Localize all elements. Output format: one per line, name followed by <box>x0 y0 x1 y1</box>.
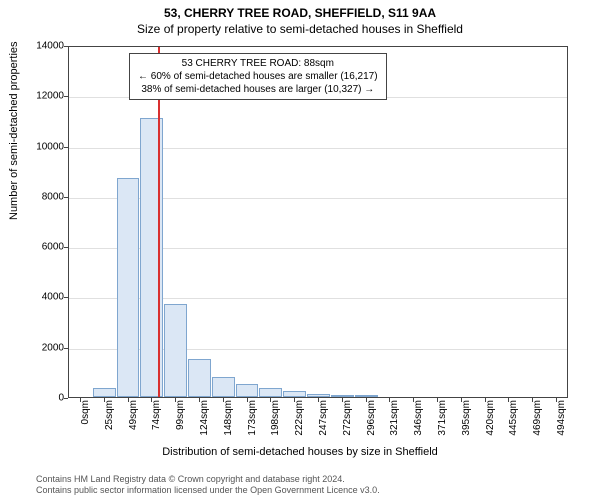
histogram-bar <box>93 388 116 397</box>
x-tick-label: 371sqm <box>437 400 448 450</box>
histogram-bar <box>259 388 282 397</box>
x-tick-mark <box>223 398 224 402</box>
y-tick-label: 14000 <box>24 41 64 52</box>
x-tick-label: 272sqm <box>342 400 353 450</box>
x-tick-mark <box>270 398 271 402</box>
x-tick-mark <box>556 398 557 402</box>
x-tick-label: 25sqm <box>104 400 115 450</box>
x-tick-label: 420sqm <box>485 400 496 450</box>
x-tick-mark <box>366 398 367 402</box>
info-line-1: 53 CHERRY TREE ROAD: 88sqm <box>138 57 378 70</box>
histogram-bar <box>331 395 354 398</box>
x-tick-mark <box>461 398 462 402</box>
x-tick-mark <box>508 398 509 402</box>
y-tick-label: 0 <box>24 393 64 404</box>
histogram-bar <box>188 359 211 397</box>
y-tick-label: 12000 <box>24 91 64 102</box>
x-tick-label: 99sqm <box>175 400 186 450</box>
x-tick-label: 445sqm <box>508 400 519 450</box>
x-tick-mark <box>175 398 176 402</box>
x-tick-mark <box>389 398 390 402</box>
x-tick-label: 0sqm <box>80 400 91 450</box>
x-tick-mark <box>80 398 81 402</box>
x-tick-label: 321sqm <box>389 400 400 450</box>
x-tick-label: 346sqm <box>413 400 424 450</box>
y-tick-mark <box>64 398 68 399</box>
x-tick-mark <box>437 398 438 402</box>
histogram-bar <box>283 391 306 397</box>
x-tick-mark <box>294 398 295 402</box>
footer-attribution: Contains HM Land Registry data © Crown c… <box>36 474 380 497</box>
x-tick-mark <box>247 398 248 402</box>
x-tick-label: 395sqm <box>461 400 472 450</box>
x-tick-label: 173sqm <box>247 400 258 450</box>
x-tick-label: 49sqm <box>128 400 139 450</box>
x-tick-mark <box>199 398 200 402</box>
x-tick-label: 222sqm <box>294 400 305 450</box>
y-axis-label: Number of semi-detached properties <box>8 41 20 220</box>
footer-line-2: Contains public sector information licen… <box>36 485 380 496</box>
property-info-box: 53 CHERRY TREE ROAD: 88sqm ← 60% of semi… <box>129 53 387 100</box>
x-tick-mark <box>485 398 486 402</box>
x-tick-label: 296sqm <box>366 400 377 450</box>
x-tick-label: 74sqm <box>151 400 162 450</box>
histogram-chart: 53 CHERRY TREE ROAD: 88sqm ← 60% of semi… <box>68 46 568 398</box>
info-line-3: 38% of semi-detached houses are larger (… <box>138 83 378 96</box>
x-tick-label: 148sqm <box>223 400 234 450</box>
histogram-bar <box>164 304 187 397</box>
y-tick-label: 8000 <box>24 191 64 202</box>
y-tick-label: 2000 <box>24 342 64 353</box>
histogram-bar <box>117 178 140 397</box>
x-tick-label: 124sqm <box>199 400 210 450</box>
histogram-bar <box>236 384 259 397</box>
y-tick-label: 4000 <box>24 292 64 303</box>
x-tick-mark <box>128 398 129 402</box>
x-tick-mark <box>532 398 533 402</box>
x-axis-label: Distribution of semi-detached houses by … <box>0 446 600 458</box>
footer-line-1: Contains HM Land Registry data © Crown c… <box>36 474 380 485</box>
histogram-bar <box>355 395 378 397</box>
histogram-bar <box>212 377 235 397</box>
x-tick-label: 247sqm <box>318 400 329 450</box>
y-tick-label: 6000 <box>24 242 64 253</box>
y-tick-label: 10000 <box>24 141 64 152</box>
info-line-2: ← 60% of semi-detached houses are smalle… <box>138 70 378 83</box>
x-tick-mark <box>104 398 105 402</box>
x-tick-mark <box>342 398 343 402</box>
page-subtitle: Size of property relative to semi-detach… <box>0 22 600 36</box>
x-tick-label: 198sqm <box>270 400 281 450</box>
x-tick-mark <box>318 398 319 402</box>
x-tick-mark <box>151 398 152 402</box>
histogram-bar <box>307 394 330 397</box>
x-tick-label: 469sqm <box>532 400 543 450</box>
page-title: 53, CHERRY TREE ROAD, SHEFFIELD, S11 9AA <box>0 6 600 20</box>
x-tick-mark <box>413 398 414 402</box>
x-tick-label: 494sqm <box>556 400 567 450</box>
